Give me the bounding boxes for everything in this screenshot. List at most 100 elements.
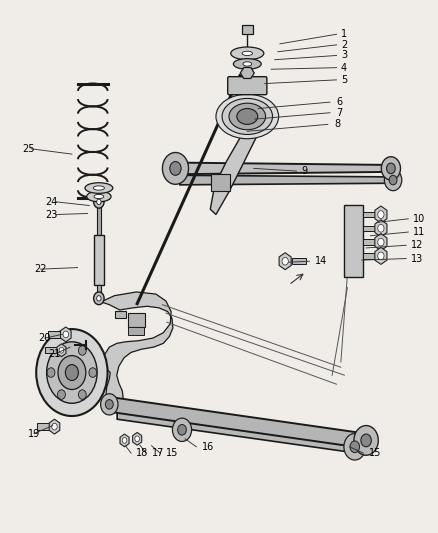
Text: 23: 23: [45, 209, 57, 220]
Bar: [211, 174, 230, 191]
Circle shape: [65, 365, 78, 381]
Circle shape: [170, 161, 181, 175]
Circle shape: [162, 152, 188, 184]
Circle shape: [173, 418, 191, 441]
Ellipse shape: [237, 109, 258, 124]
Circle shape: [354, 425, 378, 455]
Text: 5: 5: [341, 75, 347, 85]
Text: 14: 14: [315, 256, 327, 266]
Text: 24: 24: [45, 197, 57, 207]
Text: 8: 8: [334, 119, 340, 130]
Circle shape: [106, 400, 113, 409]
Polygon shape: [171, 163, 391, 174]
Circle shape: [58, 356, 86, 390]
Text: 3: 3: [341, 51, 347, 60]
Circle shape: [52, 423, 57, 430]
Text: 18: 18: [136, 448, 148, 458]
Circle shape: [178, 424, 186, 435]
Text: 13: 13: [410, 254, 423, 263]
Ellipse shape: [243, 62, 252, 66]
Polygon shape: [57, 344, 66, 357]
Circle shape: [101, 394, 118, 415]
Ellipse shape: [94, 195, 104, 199]
Ellipse shape: [231, 47, 264, 60]
Ellipse shape: [233, 59, 261, 69]
Bar: [94, 235, 104, 285]
Text: 2: 2: [341, 40, 347, 50]
Polygon shape: [133, 432, 142, 445]
Circle shape: [387, 163, 395, 174]
Circle shape: [94, 292, 104, 305]
Bar: [45, 347, 61, 353]
Polygon shape: [375, 206, 387, 223]
Ellipse shape: [85, 183, 113, 193]
FancyBboxPatch shape: [228, 77, 267, 95]
Bar: [364, 253, 381, 259]
Polygon shape: [279, 253, 291, 270]
Circle shape: [361, 434, 371, 447]
Text: 17: 17: [152, 448, 164, 458]
Polygon shape: [97, 292, 173, 409]
Circle shape: [378, 211, 384, 219]
Circle shape: [378, 224, 384, 232]
Polygon shape: [60, 327, 71, 342]
Bar: [242, 25, 253, 34]
Circle shape: [97, 296, 101, 301]
Polygon shape: [117, 409, 355, 452]
Text: 16: 16: [201, 442, 214, 452]
Text: 15: 15: [166, 448, 178, 458]
Polygon shape: [375, 233, 387, 251]
Bar: [127, 313, 145, 327]
Bar: [364, 239, 381, 245]
Circle shape: [94, 196, 104, 208]
Text: 21: 21: [48, 349, 61, 359]
Text: 22: 22: [34, 264, 46, 274]
Ellipse shape: [242, 51, 253, 55]
Text: 11: 11: [413, 227, 425, 237]
Ellipse shape: [216, 94, 279, 139]
Circle shape: [47, 368, 55, 377]
Circle shape: [344, 433, 366, 460]
Circle shape: [97, 199, 101, 205]
Text: 10: 10: [413, 214, 425, 224]
Circle shape: [59, 348, 64, 353]
Text: 25: 25: [22, 144, 35, 154]
Bar: [116, 311, 126, 318]
Circle shape: [36, 329, 108, 416]
Polygon shape: [49, 419, 60, 434]
Text: 12: 12: [410, 240, 423, 251]
Circle shape: [282, 257, 288, 265]
Circle shape: [78, 346, 86, 356]
Polygon shape: [180, 175, 393, 185]
Text: 20: 20: [39, 333, 51, 343]
Circle shape: [350, 441, 360, 453]
Text: 9: 9: [302, 166, 308, 176]
Ellipse shape: [87, 191, 111, 202]
Circle shape: [89, 368, 97, 377]
Circle shape: [57, 390, 65, 399]
Text: 4: 4: [341, 63, 347, 72]
Circle shape: [135, 436, 140, 442]
Bar: [97, 285, 101, 298]
Ellipse shape: [229, 103, 265, 130]
Bar: [127, 327, 144, 335]
Circle shape: [378, 252, 384, 260]
Circle shape: [63, 331, 68, 338]
Polygon shape: [120, 434, 129, 447]
Circle shape: [381, 157, 400, 180]
Circle shape: [122, 438, 127, 443]
Ellipse shape: [93, 186, 104, 190]
Bar: [292, 258, 306, 264]
Text: 19: 19: [28, 429, 40, 439]
Circle shape: [378, 238, 384, 246]
Polygon shape: [375, 220, 387, 237]
Polygon shape: [375, 247, 387, 264]
Text: 7: 7: [336, 108, 343, 118]
Bar: [364, 212, 381, 217]
Circle shape: [47, 342, 97, 403]
Circle shape: [385, 169, 402, 191]
Bar: [364, 225, 381, 231]
Polygon shape: [110, 397, 366, 448]
Polygon shape: [240, 68, 254, 78]
Circle shape: [389, 175, 397, 185]
